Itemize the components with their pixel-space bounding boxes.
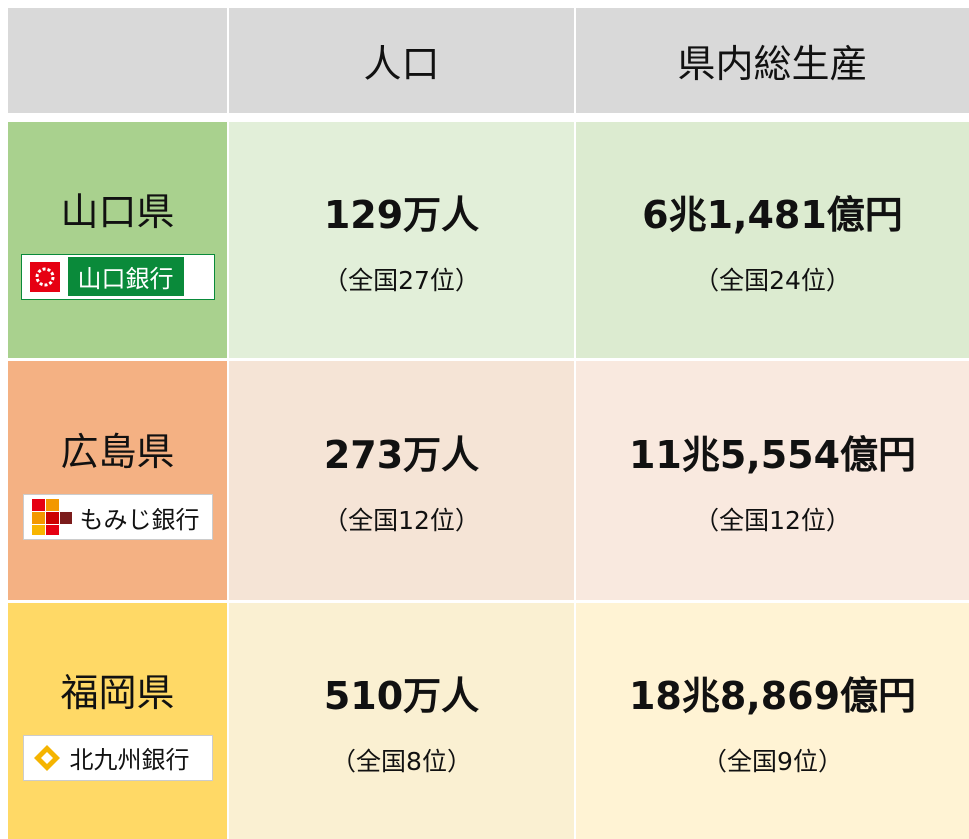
header-cell: 県内総生産 (576, 8, 969, 113)
prefecture: 山口県 (60, 189, 175, 234)
pref-cell: 福岡県 北九州銀行 (8, 603, 227, 839)
bank-name: もみじ銀行 (79, 505, 200, 534)
gdp: 6兆1,481億円 (642, 192, 903, 237)
data-cell: 11兆5,554億円 （全国12位） (576, 361, 969, 600)
population: 129万人 (323, 192, 480, 237)
rank: （全国27位） (323, 265, 480, 295)
data-cell: 129万人 （全国27位） (229, 122, 574, 358)
rank: （全国24位） (694, 265, 851, 295)
pref-cell: 広島県 もみじ銀行 (8, 361, 227, 600)
pref-cell: 山口県 山口銀行 (8, 122, 227, 358)
population: 510万人 (323, 673, 480, 718)
rank: （全国12位） (323, 506, 480, 535)
logo-icon (29, 261, 60, 292)
header-corner (8, 8, 227, 113)
rank: （全国12位） (694, 506, 851, 535)
bank-name: 山口銀行 (67, 257, 184, 296)
gdp: 18兆8,869億円 (628, 673, 917, 718)
prefecture: 広島県 (60, 430, 175, 474)
rank: （全国9位） (702, 746, 843, 776)
bank-name: 北九州銀行 (69, 746, 190, 774)
data-cell: 510万人 （全国8位） (229, 603, 574, 839)
data-cell: 273万人 （全国12位） (229, 361, 574, 600)
bank-logo: もみじ銀行 (22, 494, 213, 540)
population: 273万人 (323, 433, 480, 477)
gdp: 11兆5,554億円 (628, 433, 917, 477)
bank-logo: 山口銀行 (20, 253, 215, 300)
prefecture: 福岡県 (60, 670, 175, 715)
data-cell: 18兆8,869億円 （全国9位） (576, 603, 969, 839)
logo-icon (31, 499, 72, 535)
logo-icon (33, 744, 60, 771)
data-cell: 6兆1,481億円 （全国24位） (576, 122, 969, 358)
rank: （全国8位） (331, 746, 472, 776)
header-cell: 人口 (229, 8, 574, 113)
bank-logo: 北九州銀行 (22, 734, 213, 781)
